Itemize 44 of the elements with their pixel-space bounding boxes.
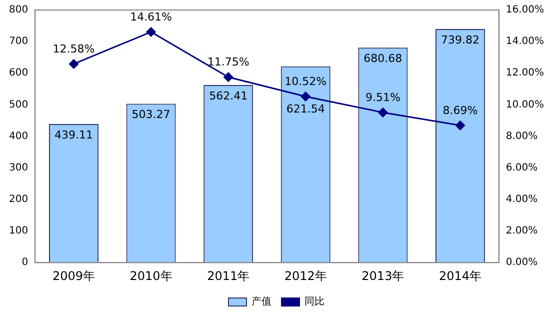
y-tick-label: 400 xyxy=(8,130,28,142)
data-label: 12.58% xyxy=(52,42,95,56)
y2-tick-label: 12.00% xyxy=(506,68,544,79)
data-label: 14.61% xyxy=(130,10,172,24)
x-tick-label: 2010年 xyxy=(130,268,172,283)
y-tick-label: 0 xyxy=(22,257,28,268)
point xyxy=(68,59,78,69)
legend-label: 同比 xyxy=(304,296,324,308)
point xyxy=(455,120,465,130)
y-tick-label: 100 xyxy=(8,226,28,237)
point xyxy=(224,72,234,82)
point xyxy=(378,108,388,118)
y-tick-label: 700 xyxy=(8,36,28,48)
y2-tick-label: 10.00% xyxy=(506,99,544,110)
y2-tick-label: 14.00% xyxy=(506,36,544,48)
point xyxy=(146,27,156,37)
y2-tick-label: 2.00% xyxy=(506,226,538,237)
y-tick-label: 200 xyxy=(8,194,28,206)
x-tick-label: 2012年 xyxy=(284,268,327,283)
data-label: 739.82 xyxy=(440,33,480,46)
point xyxy=(300,92,310,102)
x-tick-label: 2014年 xyxy=(438,268,482,283)
y-tick-label: 600 xyxy=(8,68,28,79)
x-tick-label: 2013年 xyxy=(362,268,404,283)
data-label: 439.11 xyxy=(54,128,93,142)
y2-tick-label: 0.00% xyxy=(506,257,538,268)
y2-tick-label: 6.00% xyxy=(506,162,538,174)
legend-label: 产值 xyxy=(252,296,272,308)
y-tick-label: 800 xyxy=(8,4,28,16)
data-label: 621.54 xyxy=(286,102,325,116)
y2-tick-label: 4.00% xyxy=(506,194,538,206)
data-label: 9.51% xyxy=(365,90,400,104)
y2-tick-label: 8.00% xyxy=(506,130,538,142)
data-label: 503.27 xyxy=(132,108,170,122)
x-tick-label: 2011年 xyxy=(207,268,250,283)
data-label: 10.52% xyxy=(284,74,327,88)
y2-tick-label: 16.00% xyxy=(506,4,544,16)
y-tick-label: 500 xyxy=(8,99,28,110)
y-tick-label: 300 xyxy=(8,162,28,174)
data-label: 680.68 xyxy=(364,52,402,66)
data-label: 8.69% xyxy=(442,104,478,117)
x-tick-label: 2009年 xyxy=(52,268,96,283)
data-label: 562.41 xyxy=(209,89,248,102)
data-label: 11.75% xyxy=(207,55,250,68)
